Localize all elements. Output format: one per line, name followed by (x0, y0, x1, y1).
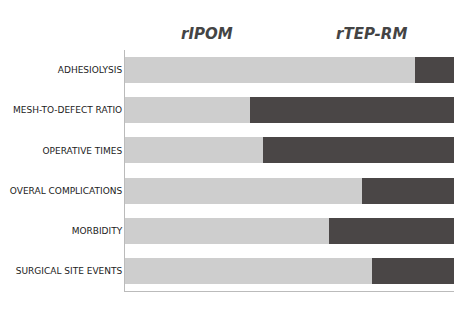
svg-text:ADHESIOLYSIS: ADHESIOLYSIS (58, 65, 123, 75)
svg-text:OPERATIVE TIMES: OPERATIVE TIMES (42, 146, 122, 156)
svg-text:SURGICAL SITE EVENTS: SURGICAL SITE EVENTS (16, 266, 123, 276)
svg-text:rIPOM: rIPOM (181, 25, 233, 43)
svg-text:OVERAL COMPLICATIONS: OVERAL COMPLICATIONS (10, 186, 123, 196)
svg-text:MORBIDITY: MORBIDITY (72, 226, 123, 236)
svg-text:rTEP-RM: rTEP-RM (336, 25, 407, 43)
svg-text:MESH-TO-DEFECT RATIO: MESH-TO-DEFECT RATIO (13, 105, 122, 115)
